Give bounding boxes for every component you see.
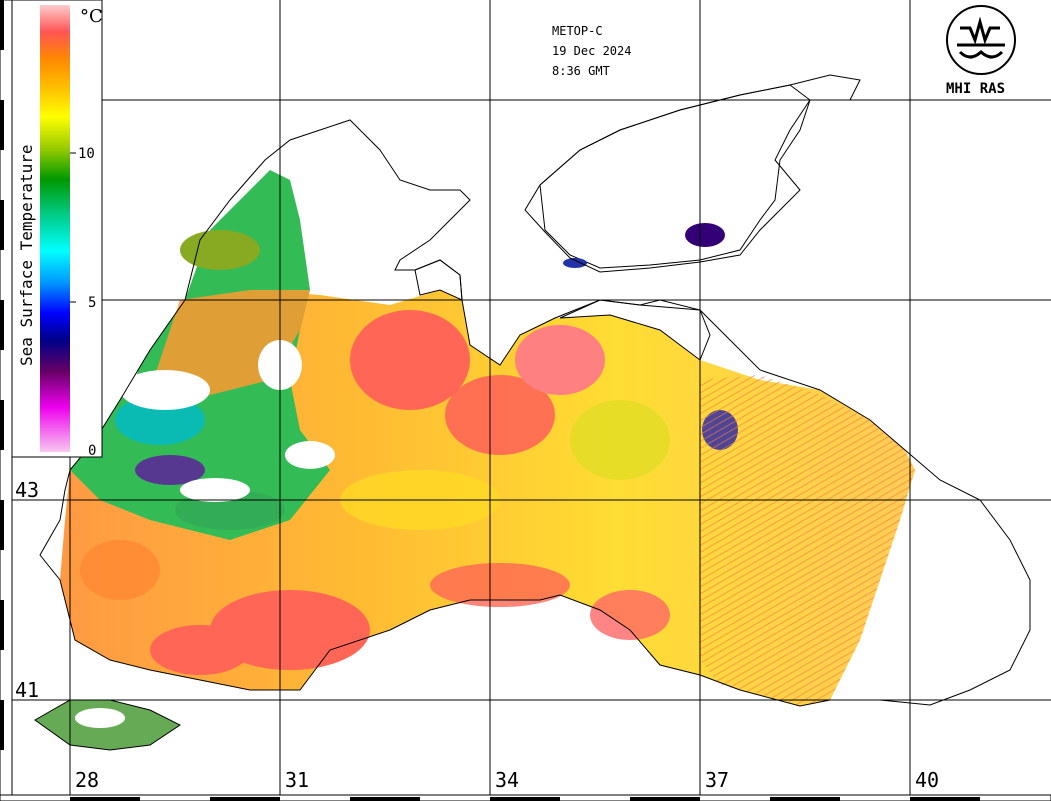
warm-patch [430, 563, 570, 607]
lat-label-41: 41 [15, 678, 39, 702]
legend-unit: °C [80, 6, 103, 27]
header-block: METOP-C 19 Dec 2024 8:36 GMT [552, 24, 631, 78]
warm-patch [80, 540, 160, 600]
legend-tick-0: 0 [88, 443, 96, 459]
legend-title: Sea Surface Temperature [17, 144, 36, 366]
cool-patch [180, 230, 260, 270]
coastline [39, 119, 1031, 707]
lon-label-34: 34 [495, 768, 519, 792]
logo-circle [946, 5, 1016, 75]
legend-tick-10: 10 [78, 146, 95, 162]
marmara-cloud [75, 708, 125, 728]
legend-colorbar [40, 5, 70, 452]
legend: °C Sea Surface Temperature 10 5 0 [11, 0, 103, 459]
hatched-sparse-region [700, 375, 915, 706]
bottom-ruler [0, 794, 1051, 801]
satellite-name: METOP-C [552, 24, 603, 38]
left-ruler [0, 0, 13, 796]
warm-patch [590, 590, 670, 640]
sea-temperature-field [60, 170, 915, 706]
image-date: 19 Dec 2024 [552, 44, 631, 58]
azov-cold-patch [563, 258, 587, 268]
image-time: 8:36 GMT [552, 64, 610, 78]
legend-tick-5: 5 [88, 295, 96, 311]
longitude-labels: 28 31 34 37 40 [75, 768, 939, 792]
cloud-patch [102, 358, 138, 382]
cloud-patch [120, 370, 210, 410]
azov-cold-patch [685, 223, 725, 247]
warm-patch [150, 625, 250, 675]
logo-emblem [957, 16, 1005, 59]
warm-patch [445, 375, 555, 455]
lon-label-28: 28 [75, 768, 99, 792]
cloud-patch [285, 441, 335, 469]
logo-label: MHI RAS [946, 81, 1005, 97]
cloud-patch [180, 478, 250, 502]
lon-label-40: 40 [915, 768, 939, 792]
lon-label-31: 31 [285, 768, 309, 792]
mid-patch [570, 400, 670, 480]
warm-patch [350, 310, 470, 410]
lon-label-37: 37 [705, 768, 729, 792]
cold-patch [135, 455, 205, 485]
lat-label-43: 43 [15, 478, 39, 502]
latitude-labels: 43 41 [15, 478, 39, 702]
mhi-ras-logo: MHI RAS [946, 5, 1016, 97]
sea-of-azov [539, 84, 811, 269]
warm-patch [515, 325, 605, 395]
